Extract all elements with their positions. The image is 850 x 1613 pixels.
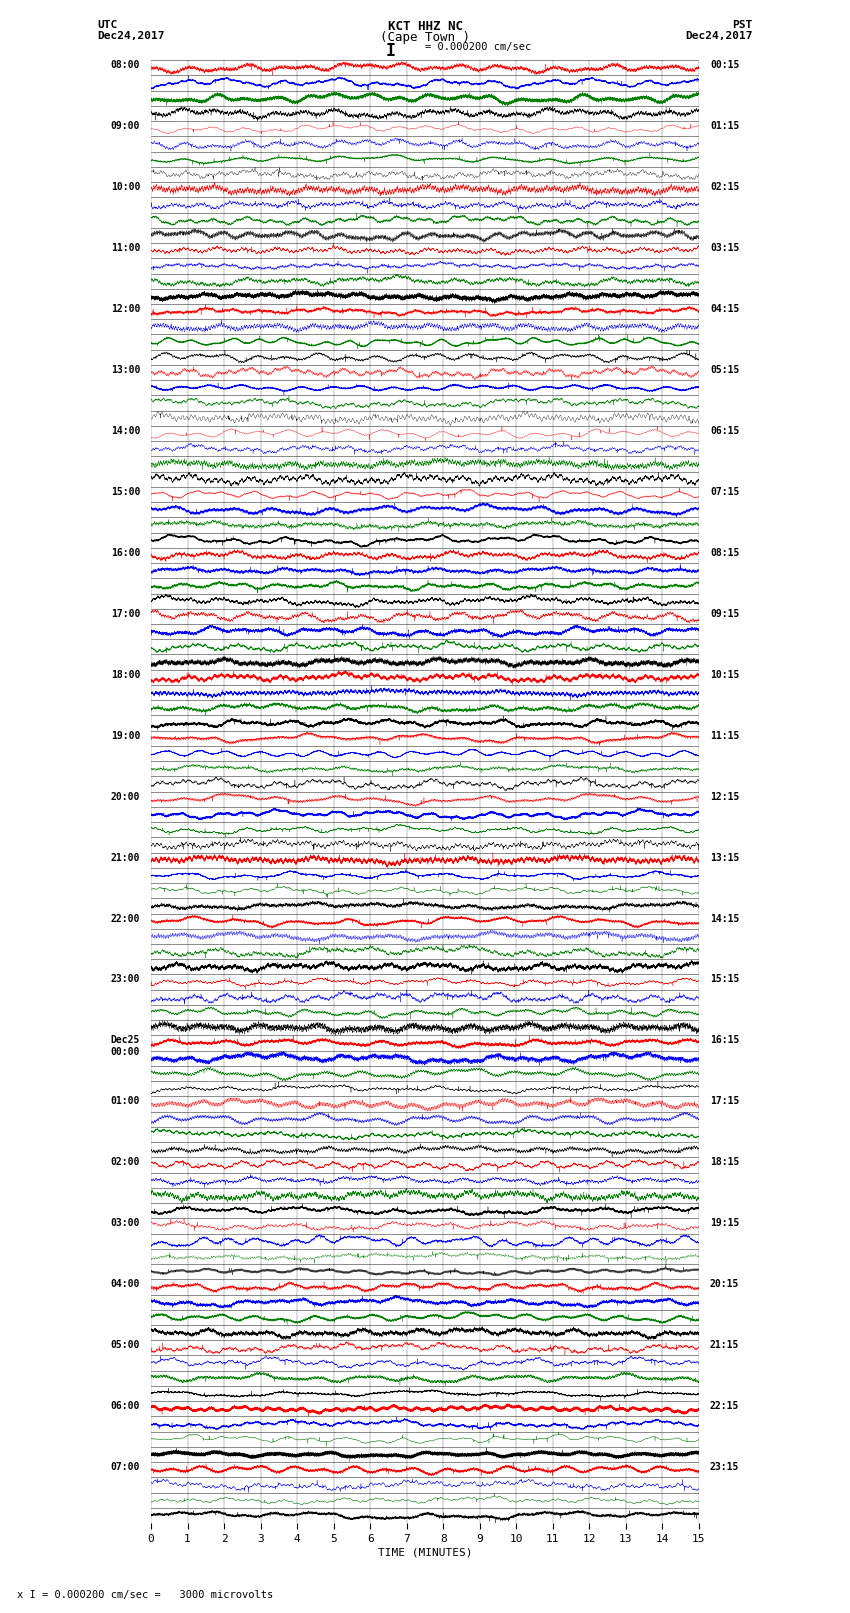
Text: 10:15: 10:15	[710, 669, 740, 679]
Text: 15:00: 15:00	[110, 487, 140, 497]
Text: 00:15: 00:15	[710, 60, 740, 69]
Text: 21:15: 21:15	[710, 1340, 740, 1350]
Text: 06:00: 06:00	[110, 1402, 140, 1411]
Text: UTC: UTC	[98, 19, 118, 31]
X-axis label: TIME (MINUTES): TIME (MINUTES)	[377, 1548, 473, 1558]
Text: 10:00: 10:00	[110, 182, 140, 192]
Text: 19:00: 19:00	[110, 731, 140, 740]
Text: x I = 0.000200 cm/sec =   3000 microvolts: x I = 0.000200 cm/sec = 3000 microvolts	[17, 1590, 273, 1600]
Text: 21:00: 21:00	[110, 853, 140, 863]
Text: 17:15: 17:15	[710, 1097, 740, 1107]
Text: 05:00: 05:00	[110, 1340, 140, 1350]
Text: 23:00: 23:00	[110, 974, 140, 984]
Text: 11:00: 11:00	[110, 244, 140, 253]
Text: 17:00: 17:00	[110, 608, 140, 619]
Text: 06:15: 06:15	[710, 426, 740, 436]
Text: 20:15: 20:15	[710, 1279, 740, 1289]
Text: Dec24,2017: Dec24,2017	[98, 31, 165, 40]
Text: 02:15: 02:15	[710, 182, 740, 192]
Text: 08:15: 08:15	[710, 548, 740, 558]
Text: 14:15: 14:15	[710, 913, 740, 924]
Text: 14:00: 14:00	[110, 426, 140, 436]
Text: 04:00: 04:00	[110, 1279, 140, 1289]
Text: 12:15: 12:15	[710, 792, 740, 802]
Text: 13:00: 13:00	[110, 365, 140, 374]
Text: 04:15: 04:15	[710, 303, 740, 315]
Text: 18:00: 18:00	[110, 669, 140, 679]
Text: 19:15: 19:15	[710, 1218, 740, 1229]
Text: Dec24,2017: Dec24,2017	[685, 31, 752, 40]
Text: (Cape Town ): (Cape Town )	[380, 31, 470, 44]
Text: 15:15: 15:15	[710, 974, 740, 984]
Text: 09:15: 09:15	[710, 608, 740, 619]
Text: 03:00: 03:00	[110, 1218, 140, 1229]
Text: 22:15: 22:15	[710, 1402, 740, 1411]
Text: 07:00: 07:00	[110, 1461, 140, 1473]
Text: 05:15: 05:15	[710, 365, 740, 374]
Text: PST: PST	[732, 19, 752, 31]
Text: 08:00: 08:00	[110, 60, 140, 69]
Text: 02:00: 02:00	[110, 1158, 140, 1168]
Text: 16:00: 16:00	[110, 548, 140, 558]
Text: 18:15: 18:15	[710, 1158, 740, 1168]
Text: 12:00: 12:00	[110, 303, 140, 315]
Text: 20:00: 20:00	[110, 792, 140, 802]
Text: 07:15: 07:15	[710, 487, 740, 497]
Text: KCT HHZ NC: KCT HHZ NC	[388, 19, 462, 34]
Text: 16:15: 16:15	[710, 1036, 740, 1045]
Text: Dec25
00:00: Dec25 00:00	[110, 1036, 140, 1057]
Text: 03:15: 03:15	[710, 244, 740, 253]
Text: = 0.000200 cm/sec: = 0.000200 cm/sec	[425, 42, 531, 52]
Text: I: I	[386, 42, 396, 60]
Text: 11:15: 11:15	[710, 731, 740, 740]
Text: 01:00: 01:00	[110, 1097, 140, 1107]
Text: 13:15: 13:15	[710, 853, 740, 863]
Text: 09:00: 09:00	[110, 121, 140, 131]
Text: 01:15: 01:15	[710, 121, 740, 131]
Text: 22:00: 22:00	[110, 913, 140, 924]
Text: 23:15: 23:15	[710, 1461, 740, 1473]
